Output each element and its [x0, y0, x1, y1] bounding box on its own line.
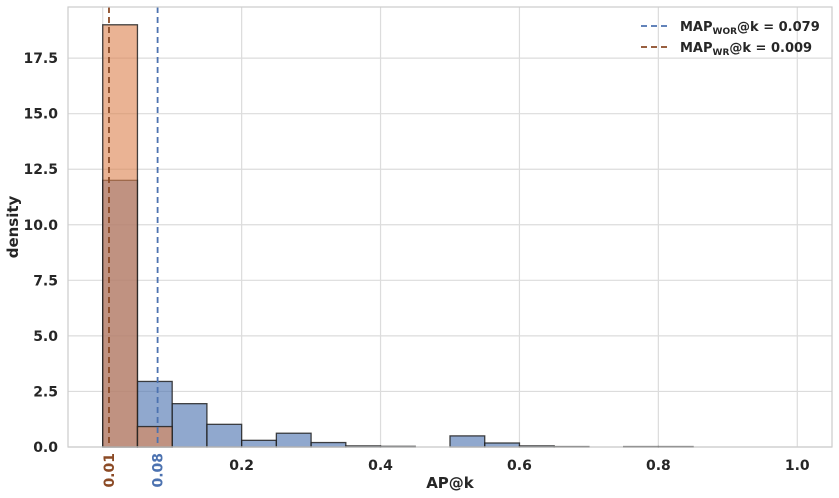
x-tick-label: 0.8	[646, 458, 671, 474]
mean-tick-label-wr: 0.01	[102, 453, 118, 488]
histogram-bar-wor	[310, 441, 347, 448]
y-tick-label: 0.0	[33, 440, 58, 456]
x-tick-label: 0.6	[507, 458, 532, 474]
legend-label-wor: MAPWOR@k = 0.079	[680, 20, 820, 37]
histogram-bar-wor	[449, 435, 486, 448]
histogram-bar-wor	[171, 403, 208, 448]
mean-lines	[108, 7, 159, 447]
plot-frame	[67, 6, 833, 448]
y-tick-label: 7.5	[33, 273, 58, 289]
y-tick-label: 12.5	[23, 162, 58, 178]
y-tick-label: 2.5	[33, 384, 58, 400]
x-tick-label: 1.0	[785, 458, 810, 474]
y-tick-label: 15.0	[23, 107, 58, 123]
histogram-bar-wor	[240, 439, 278, 448]
histogram-bar-wor	[275, 432, 312, 448]
x-tick-label: 0.4	[368, 458, 393, 474]
histogram-bars	[102, 24, 694, 448]
y-tick-label: 17.5	[23, 51, 58, 67]
x-axis-ticks: 0.2 0.4 0.6 0.8 1.0 0.08 0.01	[102, 453, 810, 488]
x-axis-label: AP@k	[426, 474, 475, 492]
legend-label-wr: MAPWR@k = 0.009	[680, 41, 812, 58]
legend: MAPWOR@k = 0.079 MAPWR@k = 0.009	[641, 20, 820, 58]
y-axis-label: density	[4, 195, 22, 258]
y-tick-label: 10.0	[23, 218, 58, 234]
x-tick-label: 0.2	[229, 458, 254, 474]
y-tick-label: 5.0	[33, 329, 58, 345]
mean-tick-label-wor: 0.08	[151, 453, 167, 488]
histogram-bar-wr	[136, 425, 173, 448]
histogram-bar-wor	[206, 423, 243, 448]
y-axis-ticks: 0.0 2.5 5.0 7.5 10.0 12.5 15.0 17.5	[23, 51, 58, 456]
histogram-bar-wr	[102, 24, 139, 448]
